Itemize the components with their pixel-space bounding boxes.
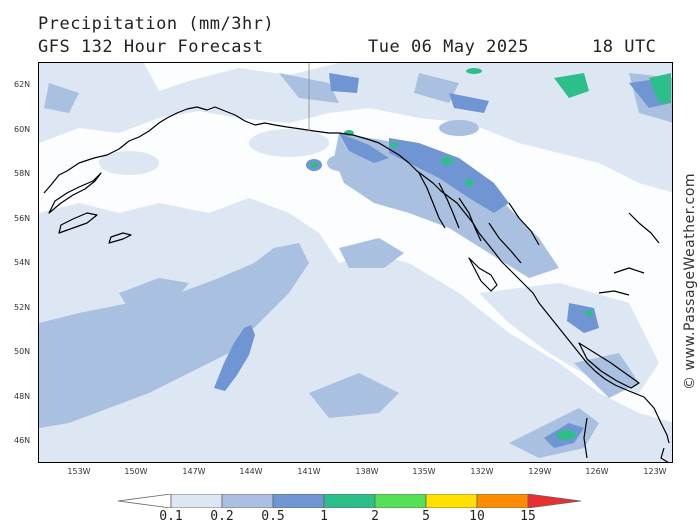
lon-label: 138W	[355, 467, 379, 476]
lon-label: 153W	[67, 467, 91, 476]
lat-label: 54N	[14, 258, 31, 267]
legend-swatch	[374, 494, 427, 508]
legend-swatch	[425, 494, 478, 508]
lon-label: 147W	[182, 467, 206, 476]
legend-swatch-min	[118, 494, 172, 508]
legend-swatch-max	[527, 494, 582, 508]
legend-colorbar	[118, 494, 582, 508]
lat-label: 48N	[14, 392, 31, 401]
legend-swatch	[170, 494, 223, 508]
lat-label: 60N	[14, 125, 31, 134]
lat-label: 56N	[14, 214, 31, 223]
map-canvas	[39, 63, 672, 462]
legend-label: 2	[371, 509, 379, 524]
legend-swatch	[476, 494, 529, 508]
legend-swatch	[272, 494, 325, 508]
lat-label: 46N	[14, 436, 31, 445]
lat-label: 50N	[14, 347, 31, 356]
lon-label: 135W	[412, 467, 436, 476]
legend-label: 1	[320, 509, 328, 524]
legend-label: 15	[520, 509, 536, 524]
lon-label: 141W	[297, 467, 321, 476]
legend-swatch	[323, 494, 376, 508]
lat-label: 62N	[14, 80, 31, 89]
lon-label: 132W	[470, 467, 494, 476]
forecast-time: 18 UTC	[592, 37, 657, 57]
coastline	[43, 106, 670, 462]
legend-label: 10	[469, 509, 485, 524]
forecast-date: Tue 06 May 2025	[368, 37, 530, 57]
lat-label: 52N	[14, 303, 31, 312]
lon-label: 129W	[528, 467, 552, 476]
precip-green-layer	[310, 68, 671, 440]
map-title: Precipitation (mm/3hr)	[38, 14, 275, 34]
lon-label: 126W	[585, 467, 609, 476]
lat-label: 58N	[14, 169, 31, 178]
forecast-subtitle: GFS 132 Hour Forecast	[38, 37, 264, 57]
legend-label: 0.5	[261, 509, 285, 524]
watermark-text: © www.PassageWeather.com	[682, 172, 698, 390]
legend-label: 0.2	[210, 509, 234, 524]
lon-label: 144W	[239, 467, 263, 476]
lon-label: 150W	[124, 467, 148, 476]
lon-label: 123W	[643, 467, 667, 476]
legend-label: 5	[422, 509, 430, 524]
precipitation-map[interactable]	[38, 62, 673, 463]
legend-label: 0.1	[159, 509, 183, 524]
legend-swatch	[221, 494, 274, 508]
